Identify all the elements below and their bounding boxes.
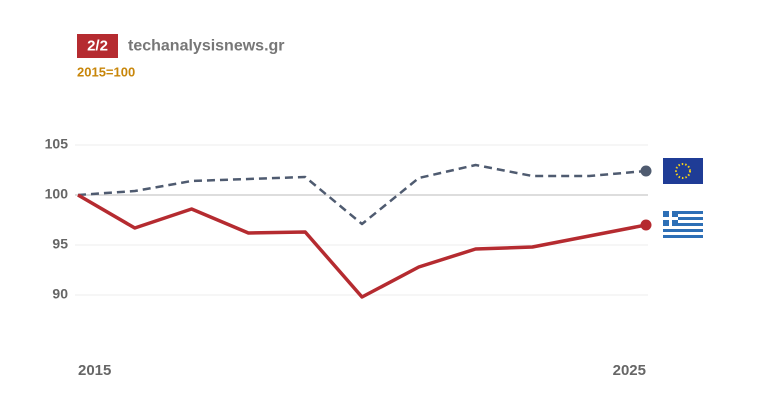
y-tick-label: 105 (45, 136, 69, 152)
y-tick-label: 95 (52, 236, 68, 252)
series-line (77, 193, 647, 299)
y-tick-label: 100 (45, 186, 69, 202)
y-tick-label: 90 (52, 286, 68, 302)
greece-flag (663, 211, 703, 238)
eu-flag (663, 158, 703, 184)
series-line (77, 163, 647, 226)
badge-box (77, 34, 118, 58)
source: techanalysisnews.gr (128, 38, 285, 55)
x-tick-label: 2015 (78, 362, 111, 379)
badge: 2/2 (87, 37, 108, 54)
subtitle: 2015=100 (77, 64, 135, 79)
end-marker (640, 165, 652, 177)
x-tick-label: 2025 (613, 362, 646, 379)
end-marker (640, 219, 652, 231)
